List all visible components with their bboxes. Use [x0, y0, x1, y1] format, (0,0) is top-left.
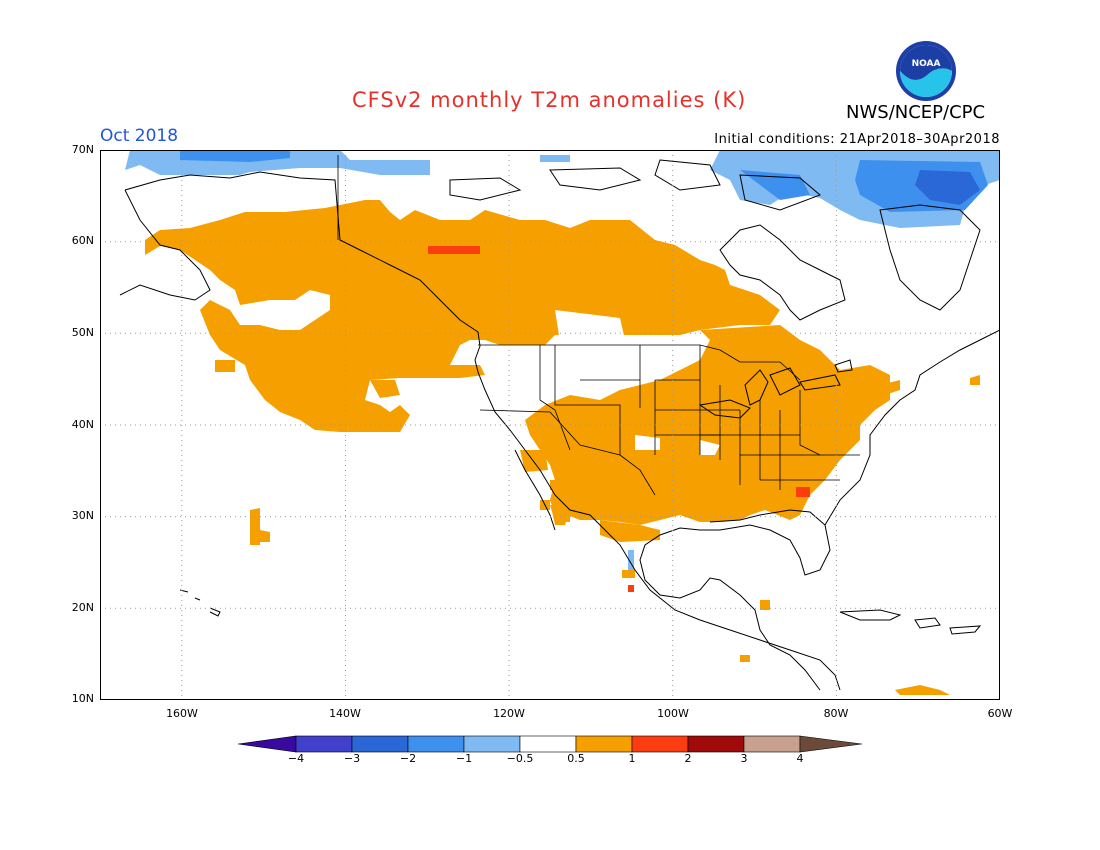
- svg-text:NOAA: NOAA: [912, 59, 941, 69]
- lon-label-100w: 100W: [657, 707, 689, 720]
- initial-conditions: Initial conditions: 21Apr2018–30Apr2018: [714, 132, 1000, 147]
- colorbar-label: −3: [343, 752, 361, 765]
- lat-label-60: 60N: [71, 234, 94, 247]
- colorbar-high-arrow: [799, 735, 862, 753]
- colorbar-label: −4: [287, 752, 305, 765]
- lat-label-20: 20N: [71, 601, 94, 614]
- anomaly-fill-layer: [125, 150, 1000, 695]
- colorbar-cell-8: [687, 735, 745, 753]
- lat-label-40: 40N: [71, 418, 94, 431]
- lat-label-10: 10N: [71, 692, 94, 705]
- map-title: CFSv2 monthly T2m anomalies (K): [352, 88, 747, 112]
- coastlines: [119, 159, 1000, 691]
- colorbar-label: −0.5: [506, 752, 534, 765]
- colorbar-cell-9: [743, 735, 801, 753]
- lon-label-120w: 120W: [493, 707, 525, 720]
- lat-label-30: 30N: [71, 509, 94, 522]
- colorbar-cell-4: [463, 735, 521, 753]
- lon-label-160w: 160W: [166, 707, 198, 720]
- anomaly-map: [100, 150, 1000, 700]
- lat-label-70: 70N: [71, 143, 94, 156]
- colorbar-label: −2: [399, 752, 417, 765]
- colorbar-label: 3: [740, 752, 748, 765]
- colorbar-cell-5: [519, 735, 577, 753]
- agency-label: NWS/NCEP/CPC: [846, 102, 986, 123]
- colorbar-label: 0.5: [567, 752, 585, 765]
- lon-label-80w: 80W: [823, 707, 849, 720]
- colorbar-label: 4: [796, 752, 804, 765]
- colorbar-cell-6: [575, 735, 633, 753]
- colorbar-label: 2: [684, 752, 692, 765]
- borders: [337, 155, 860, 496]
- colorbar-low-arrow: [238, 735, 297, 753]
- colorbar-cell-2: [351, 735, 409, 753]
- colorbar-cell-3: [407, 735, 465, 753]
- colorbar-cell-7: [631, 735, 689, 753]
- noaa-logo: NOAA: [896, 41, 956, 101]
- lon-label-140w: 140W: [329, 707, 361, 720]
- colorbar-cell-1: [295, 735, 353, 753]
- lat-lon-grid: [100, 150, 1000, 700]
- lat-label-50: 50N: [71, 326, 94, 339]
- colorbar: [238, 735, 862, 753]
- forecast-month: Oct 2018: [100, 126, 179, 146]
- colorbar-label: −1: [455, 752, 473, 765]
- lon-label-60w: 60W: [987, 707, 1013, 720]
- colorbar-label: 1: [628, 752, 636, 765]
